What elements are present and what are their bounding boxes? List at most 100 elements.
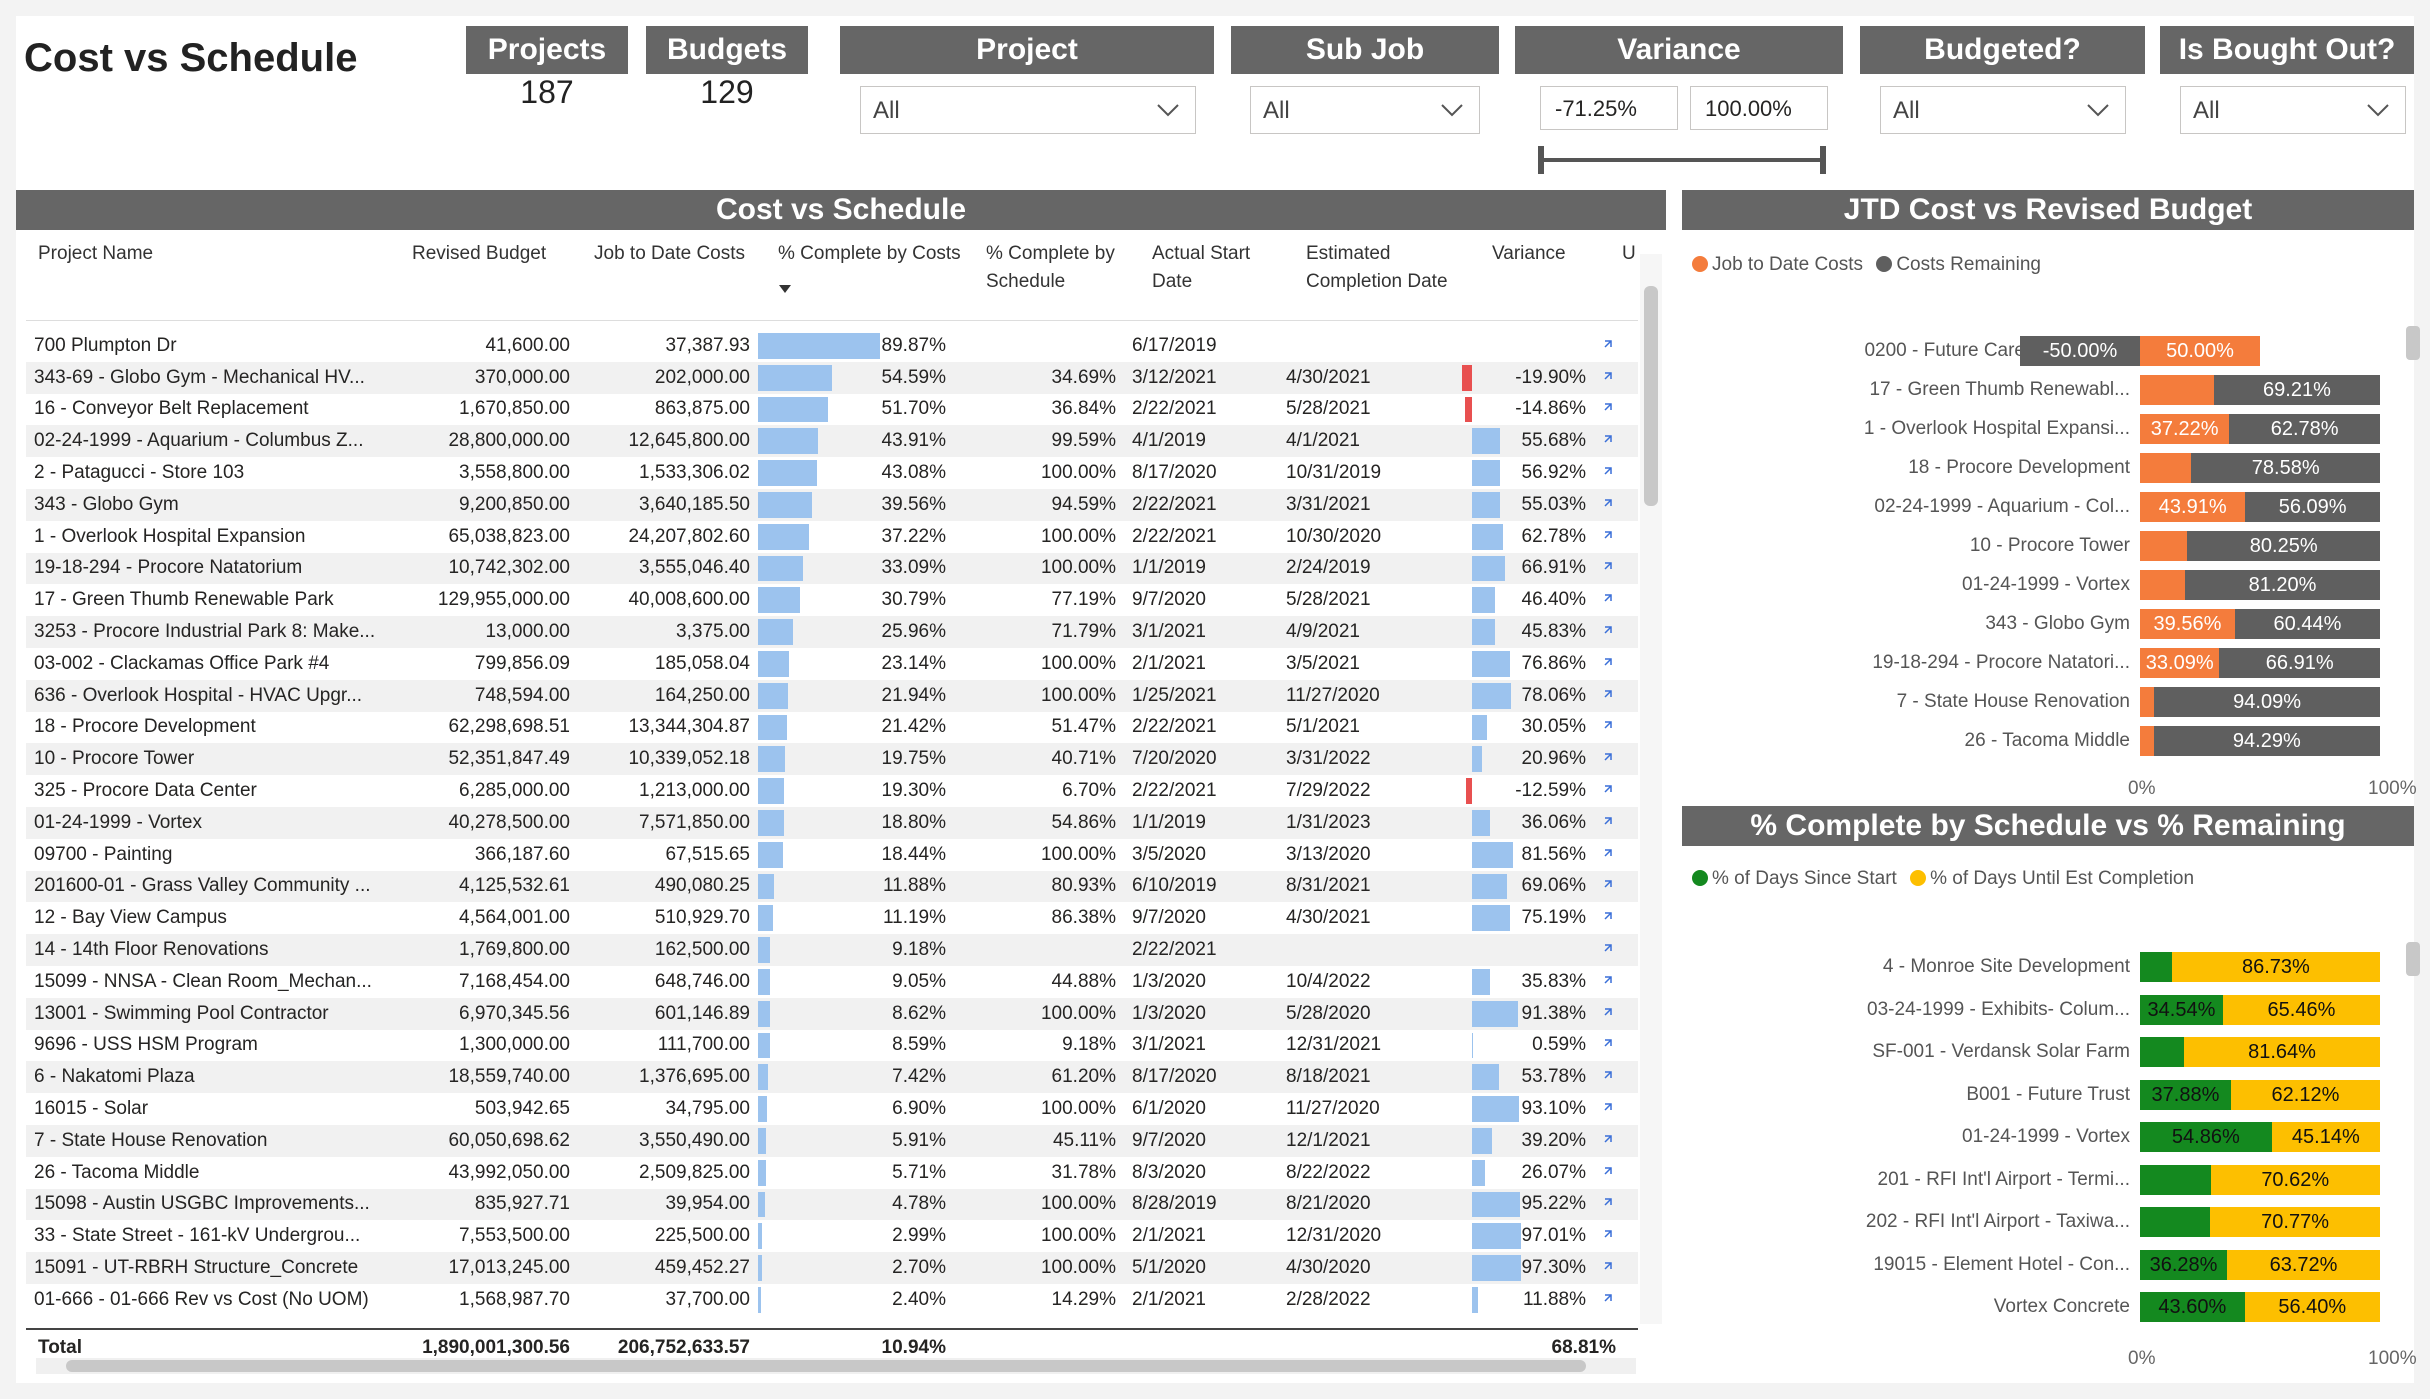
bar-jtd-cost[interactable] <box>2140 531 2188 561</box>
col-header-pct-schedule[interactable]: % Complete by Schedule <box>986 243 1115 292</box>
bar-jtd-cost[interactable] <box>2140 570 2186 600</box>
table-row[interactable]: 33 - State Street - 161-kV Undergrou... 7… <box>26 1220 1638 1252</box>
sort-descending-icon[interactable] <box>778 284 792 294</box>
table-row[interactable]: 26 - Tacoma Middle 43,992,050.00 2,509,825… <box>26 1157 1638 1189</box>
table-row[interactable]: 15091 - UT-RBRH Structure_Concrete 17,013… <box>26 1252 1638 1284</box>
link-icon[interactable] <box>1602 400 1616 414</box>
vertical-scroll-thumb[interactable] <box>1644 286 1658 506</box>
slicer-budgeted-dropdown[interactable]: All <box>1880 86 2126 134</box>
table-row[interactable]: 16 - Conveyor Belt Replacement 1,670,850.… <box>26 394 1638 426</box>
link-icon[interactable] <box>1602 1259 1616 1273</box>
bar-jtd-cost[interactable] <box>2140 453 2192 483</box>
col-header-revised-budget[interactable]: Revised Budget <box>412 243 547 264</box>
col-header-completion[interactable]: Estimated Completion Date <box>1306 243 1448 292</box>
variance-max-input[interactable]: 100.00% <box>1690 86 1828 130</box>
table-row[interactable]: 19-18-294 - Procore Natatorium 10,742,302… <box>26 552 1638 585</box>
table-row[interactable]: 03-002 - Clackamas Office Park #4 799,856… <box>26 648 1638 680</box>
bar-days-until-completion[interactable]: 63.72% <box>2227 1249 2380 1280</box>
link-icon[interactable] <box>1602 1164 1616 1178</box>
bar-days-until-completion[interactable]: 56.40% <box>2244 1292 2380 1322</box>
link-icon[interactable] <box>1602 877 1616 891</box>
bar-jtd-cost[interactable]: 39.56% <box>2140 609 2235 639</box>
table-row[interactable]: 6 - Nakatomi Plaza 18,559,740.00 1,376,695… <box>26 1061 1638 1094</box>
bar-jtd-cost[interactable]: 33.09% <box>2140 648 2220 678</box>
table-row[interactable]: 15099 - NNSA - Clean Room_Mechan... 7,168… <box>26 966 1638 998</box>
bar-days-since-start[interactable]: 37.88% <box>2140 1079 2231 1110</box>
bar-days-since-start[interactable] <box>2140 1164 2211 1195</box>
bar-costs-remaining[interactable]: 66.91% <box>2219 648 2380 678</box>
slicer-project-dropdown[interactable]: All <box>860 86 1196 134</box>
variance-slider-max-handle[interactable] <box>1820 146 1826 174</box>
link-icon[interactable] <box>1602 750 1616 764</box>
table-row[interactable]: 13001 - Swimming Pool Contractor 6,970,34… <box>26 997 1638 1030</box>
table-row[interactable]: 14 - 14th Floor Renovations 1,769,800.00 1… <box>26 934 1638 966</box>
bar-jtd-cost[interactable]: 50.00% <box>2140 336 2260 366</box>
slicer-subjob-dropdown[interactable]: All <box>1250 86 1480 134</box>
table-row[interactable]: 18 - Procore Development 62,298,698.51 13,… <box>26 712 1638 744</box>
horizontal-scroll-thumb[interactable] <box>66 1360 1586 1372</box>
table-row[interactable]: 343 - Globo Gym 9,200,850.00 3,640,185.50 3… <box>26 488 1638 521</box>
col-header-variance[interactable]: Variance <box>1492 243 1566 264</box>
link-icon[interactable] <box>1602 1132 1616 1146</box>
table-row[interactable]: 02-24-1999 - Aquarium - Columbus Z... 28,… <box>26 425 1638 458</box>
link-icon[interactable] <box>1602 337 1616 351</box>
chart-scroll-thumb[interactable] <box>2406 326 2420 360</box>
bar-costs-remaining[interactable]: 62.78% <box>2229 414 2380 444</box>
link-icon[interactable] <box>1602 623 1616 637</box>
link-icon[interactable] <box>1602 973 1616 987</box>
bar-jtd-cost[interactable]: 37.22% <box>2140 414 2230 444</box>
slicer-boughtout-dropdown[interactable]: All <box>2180 86 2406 134</box>
col-header-project[interactable]: Project Name <box>38 243 154 264</box>
table-row[interactable]: 3253 - Procore Industrial Park 8: Make..… <box>26 616 1638 648</box>
table-row[interactable]: 10 - Procore Tower 52,351,847.49 10,339,05… <box>26 743 1638 776</box>
table-row[interactable]: 15098 - Austin USGBC Improvements... 835,… <box>26 1188 1638 1221</box>
bar-days-until-completion[interactable]: 45.14% <box>2271 1122 2380 1152</box>
vertical-scrollbar[interactable] <box>1640 254 1662 1324</box>
link-icon[interactable] <box>1602 1195 1616 1209</box>
bar-jtd-cost[interactable] <box>2140 726 2154 756</box>
col-header-u[interactable]: U <box>1622 243 1636 264</box>
variance-slider-min-handle[interactable] <box>1538 146 1544 174</box>
bar-costs-remaining[interactable]: 80.25% <box>2187 531 2380 561</box>
table-row[interactable]: 2 - Patagucci - Store 103 3,558,800.00 1,5… <box>26 457 1638 489</box>
link-icon[interactable] <box>1602 1100 1616 1114</box>
table-row[interactable]: 7 - State House Renovation 60,050,698.62 3… <box>26 1124 1638 1157</box>
table-row[interactable]: 01-666 - 01-666 Rev vs Cost (No UOM) 1,56… <box>26 1284 1638 1316</box>
bar-costs-remaining[interactable]: 78.58% <box>2191 453 2380 483</box>
table-row[interactable]: 1 - Overlook Hospital Expansion 65,038,82… <box>26 521 1638 553</box>
link-icon[interactable] <box>1602 1005 1616 1019</box>
link-icon[interactable] <box>1602 909 1616 923</box>
bar-costs-remaining[interactable]: 56.09% <box>2245 492 2380 522</box>
bar-jtd-cost[interactable]: 43.91% <box>2140 492 2246 522</box>
table-row[interactable]: 325 - Procore Data Center 6,285,000.00 1,2… <box>26 775 1638 807</box>
bar-jtd-cost[interactable] <box>2140 375 2214 405</box>
bar-costs-remaining[interactable]: 60.44% <box>2234 609 2380 639</box>
link-icon[interactable] <box>1602 1068 1616 1082</box>
link-icon[interactable] <box>1602 1227 1616 1241</box>
link-icon[interactable] <box>1602 369 1616 383</box>
link-icon[interactable] <box>1602 528 1616 542</box>
table-row[interactable]: 12 - Bay View Campus 4,564,001.00 510,929.… <box>26 902 1638 934</box>
legend-jtd[interactable]: Job to Date Costs <box>1692 254 1863 275</box>
link-icon[interactable] <box>1602 432 1616 446</box>
bar-costs-remaining[interactable]: 94.29% <box>2153 726 2380 756</box>
bar-days-until-completion[interactable]: 81.64% <box>2184 1037 2380 1067</box>
table-row[interactable]: 09700 - Painting 366,187.60 67,515.65 18.44… <box>26 839 1638 871</box>
table-row[interactable]: 201600-01 - Grass Valley Community ... 4,… <box>26 870 1638 903</box>
table-row[interactable]: 343-69 - Globo Gym - Mechanical HV... 370… <box>26 361 1638 394</box>
bar-costs-remaining[interactable]: 94.09% <box>2154 687 2380 717</box>
link-icon[interactable] <box>1602 814 1616 828</box>
bar-days-since-start[interactable]: 54.86% <box>2140 1122 2272 1152</box>
bar-days-until-completion[interactable]: 70.77% <box>2210 1207 2380 1237</box>
link-icon[interactable] <box>1602 718 1616 732</box>
link-icon[interactable] <box>1602 687 1616 701</box>
legend-days-since[interactable]: % of Days Since Start <box>1692 868 1897 889</box>
table-row[interactable]: 17 - Green Thumb Renewable Park 129,955,0… <box>26 584 1638 616</box>
legend-remaining[interactable]: Costs Remaining <box>1876 254 2041 275</box>
variance-slider-track[interactable] <box>1538 158 1826 162</box>
table-row[interactable]: 16015 - Solar 503,942.65 34,795.00 6.90% 100… <box>26 1093 1638 1125</box>
chart-scroll-thumb[interactable] <box>2406 942 2420 976</box>
link-icon[interactable] <box>1602 591 1616 605</box>
link-icon[interactable] <box>1602 846 1616 860</box>
bar-days-since-start[interactable]: 43.60% <box>2140 1292 2245 1322</box>
